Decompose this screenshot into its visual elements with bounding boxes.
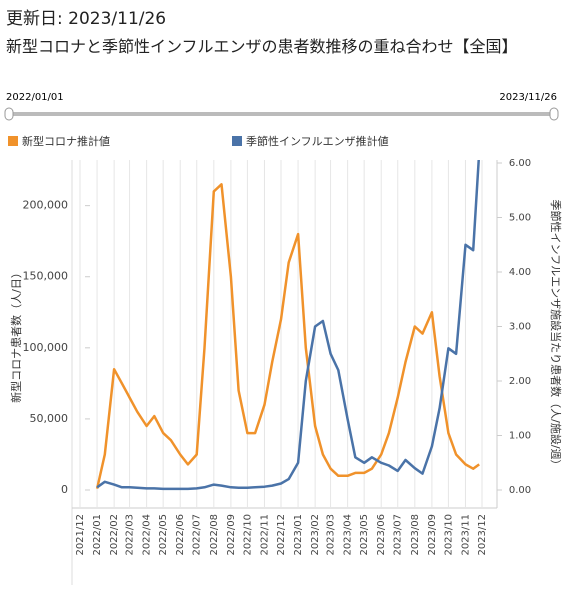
x-tick-label: 2022/01 [92, 514, 103, 556]
legend-label: 新型コロナ推計値 [22, 134, 110, 148]
y-tick-label: 100,000 [23, 341, 69, 354]
legend-label: 季節性インフルエンザ推計値 [246, 134, 389, 148]
y2-tick-label: 3.00 [509, 322, 531, 333]
page-title: 新型コロナと季節性インフルエンザの患者数推移の重ね合わせ【全国】 [6, 37, 518, 56]
y2-tick-label: 6.00 [509, 158, 531, 169]
y-tick-label: 50,000 [30, 412, 69, 425]
x-tick-label: 2022/12 [276, 514, 287, 556]
x-tick-label: 2021/12 [75, 514, 86, 556]
y-tick-label: 200,000 [23, 199, 69, 212]
x-tick-label: 2022/09 [226, 514, 237, 556]
x-tick-label: 2022/08 [209, 514, 220, 556]
x-tick-label: 2023/10 [443, 514, 454, 556]
x-tick-label: 2023/07 [393, 514, 404, 556]
series-line [96, 160, 480, 491]
y2-tick-label: 2.00 [509, 376, 531, 387]
legend-swatch [8, 136, 18, 146]
slider-handle[interactable] [549, 107, 559, 121]
y-tick-label: 150,000 [23, 270, 69, 283]
y2-axis-label: 季節性インフルエンザ施設当たり患者数（人/施設/週） [549, 199, 563, 470]
x-tick-label: 2022/03 [125, 514, 136, 556]
y2-tick-label: 0.00 [509, 485, 531, 496]
x-tick-label: 2022/10 [242, 514, 253, 556]
series-line [95, 183, 480, 489]
x-tick-label: 2023/09 [427, 514, 438, 556]
slider-start: 2022/01/01 [6, 92, 64, 103]
x-tick-label: 2022/07 [192, 514, 203, 556]
slider-end: 2023/11/26 [499, 92, 557, 103]
slider-handle[interactable] [4, 107, 14, 121]
x-tick-label: 2022/06 [175, 514, 186, 556]
y-axis-label: 新型コロナ患者数（人/日） [9, 267, 23, 403]
x-tick-label: 2023/11 [460, 514, 471, 556]
x-tick-label: 2022/04 [142, 514, 153, 556]
y2-tick-label: 4.00 [509, 267, 531, 278]
x-tick-label: 2023/03 [326, 514, 337, 556]
x-tick-label: 2023/01 [293, 514, 304, 556]
x-tick-label: 2023/08 [410, 514, 421, 556]
x-tick-label: 2022/05 [158, 514, 169, 556]
y2-tick-label: 1.00 [509, 431, 531, 442]
legend-swatch [232, 136, 242, 146]
x-tick-label: 2023/04 [343, 514, 354, 556]
x-tick-label: 2023/05 [359, 514, 370, 556]
y-tick-label: 0 [61, 483, 68, 496]
y2-tick-label: 5.00 [509, 213, 531, 224]
x-tick-label: 2022/02 [109, 514, 120, 556]
updated-date: 更新日: 2023/11/26 [6, 4, 166, 29]
x-tick-label: 2022/11 [259, 514, 270, 556]
x-tick-label: 2023/02 [310, 514, 321, 556]
x-tick-label: 2023/06 [376, 514, 387, 556]
updated-value: 2023/11/26 [68, 9, 167, 29]
x-tick-label: 2023/12 [477, 514, 488, 556]
updated-label: 更新日: [6, 9, 63, 29]
